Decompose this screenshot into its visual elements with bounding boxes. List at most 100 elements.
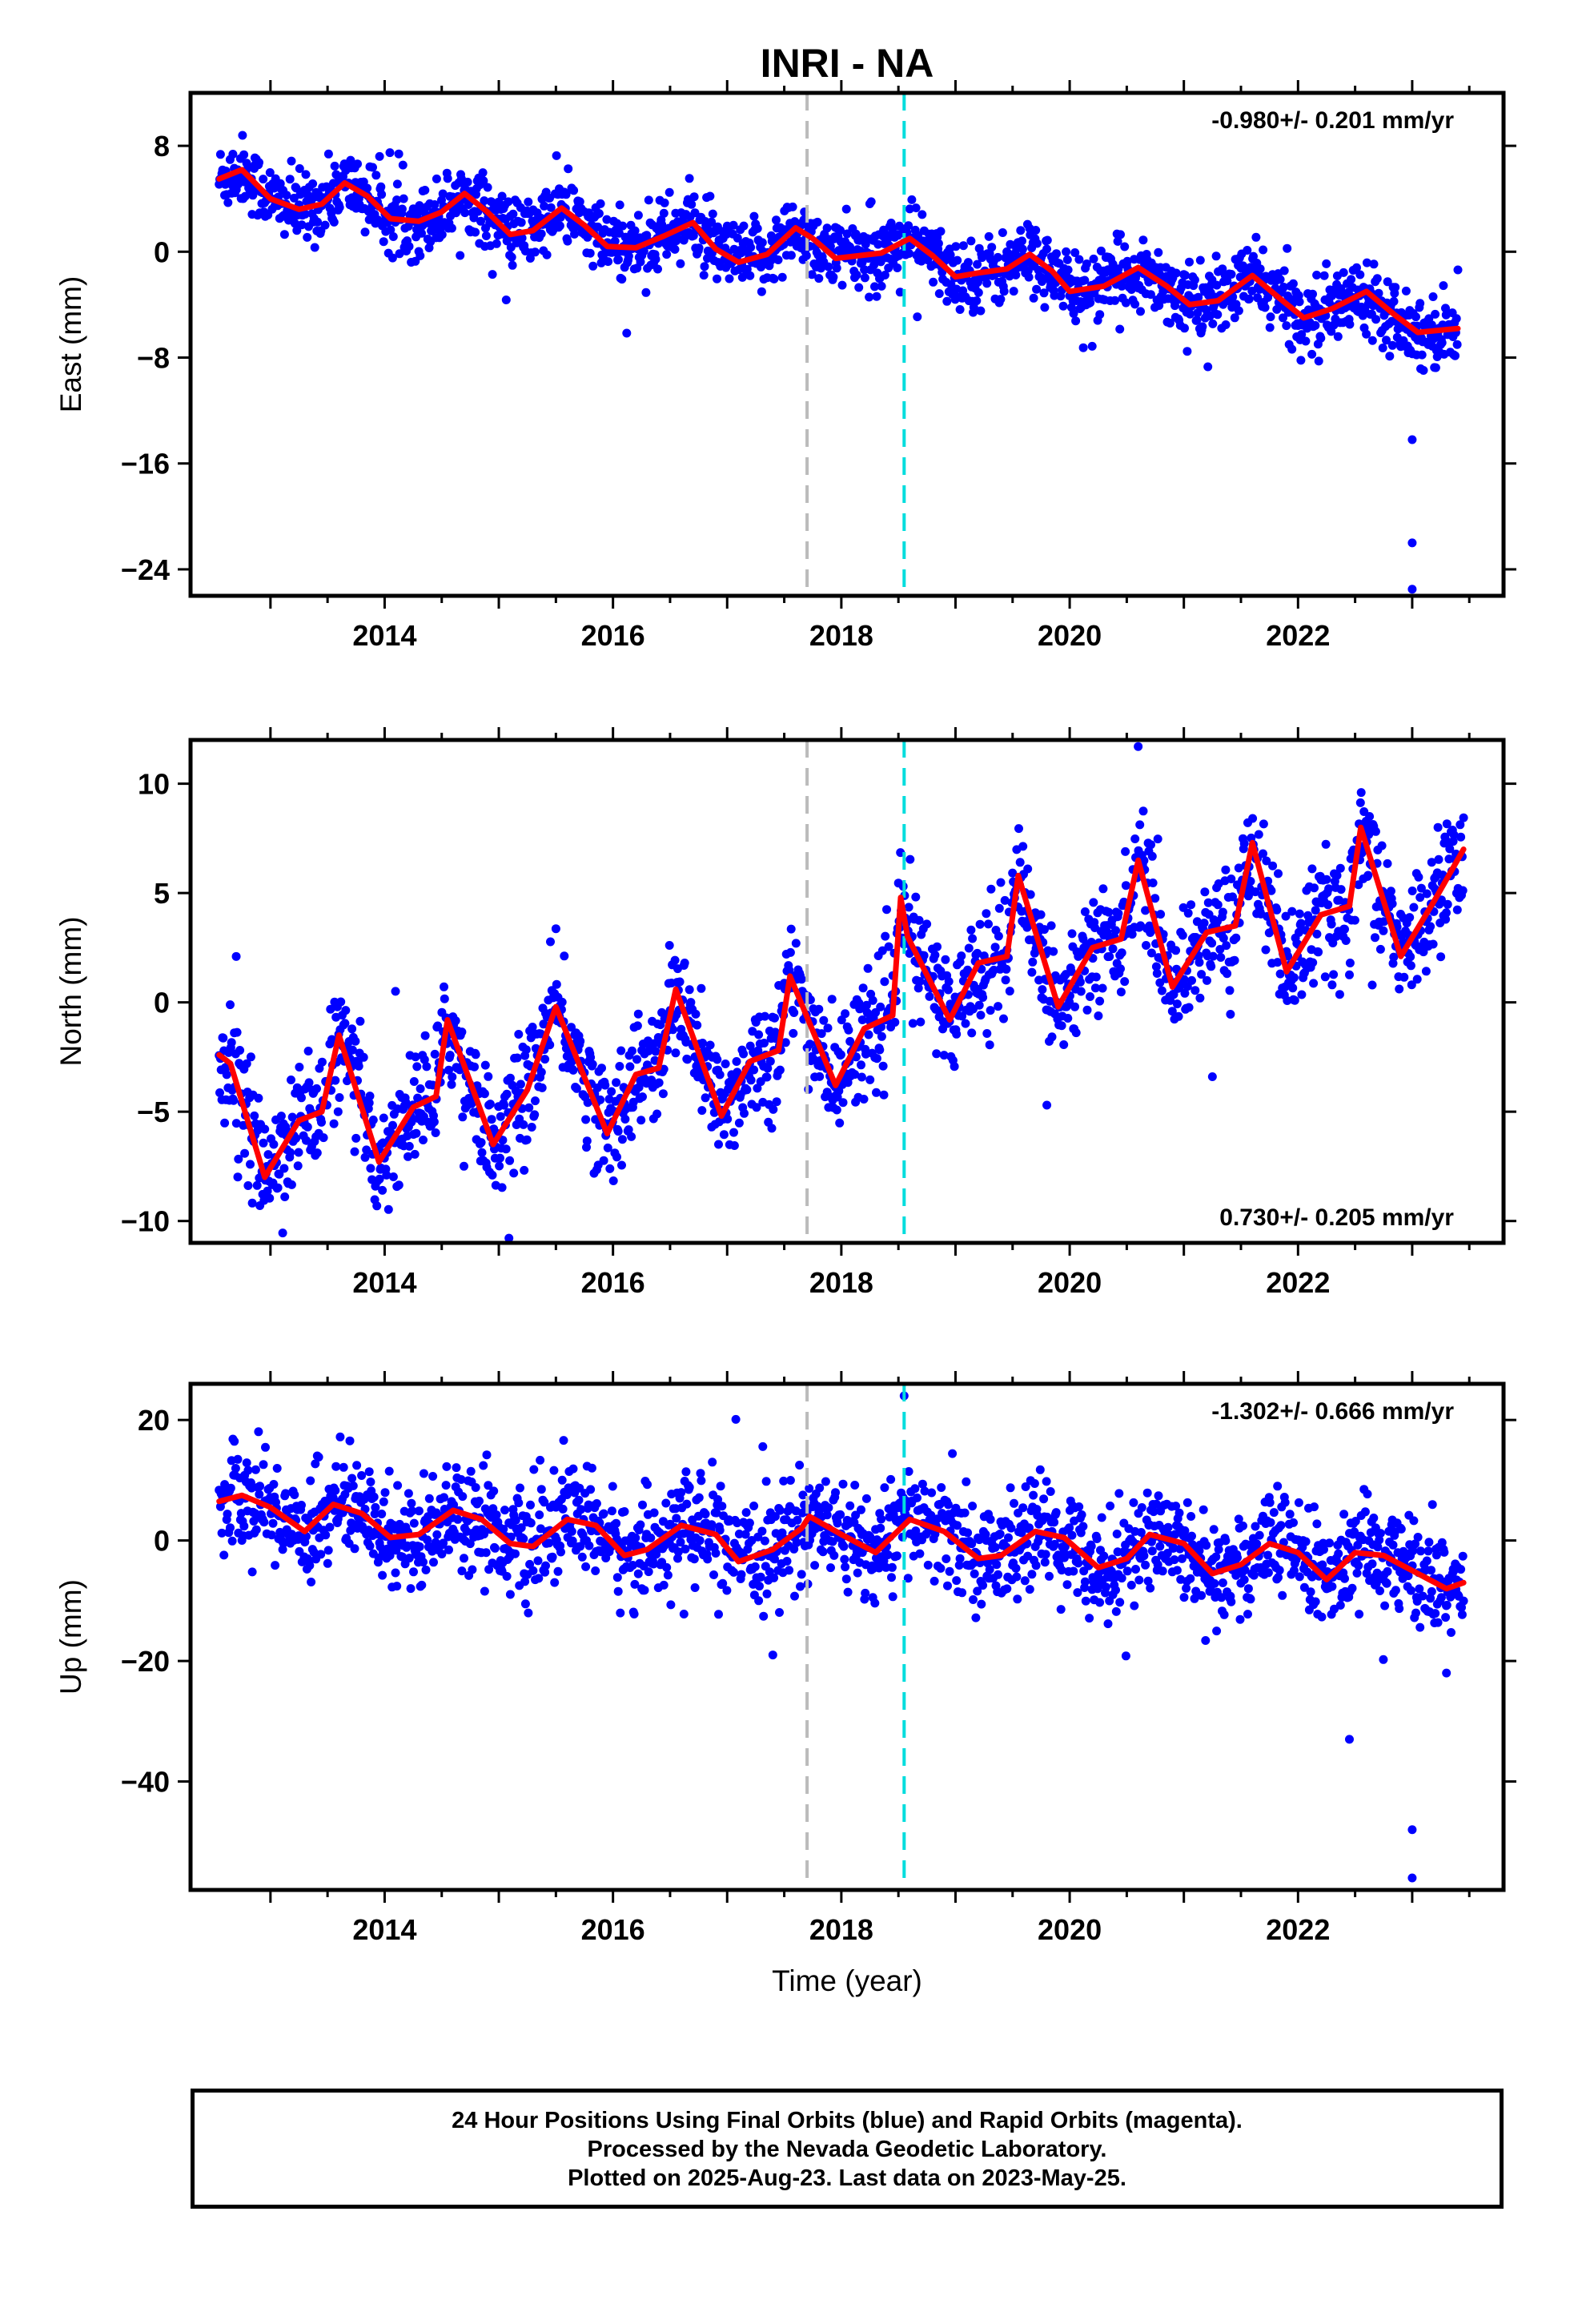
data-point [563, 236, 572, 246]
data-point [1171, 946, 1181, 955]
data-point [1328, 939, 1338, 947]
data-point [1087, 341, 1097, 351]
data-point [480, 196, 489, 206]
data-point [861, 1494, 871, 1503]
data-point [1412, 975, 1422, 984]
data-point [475, 1496, 484, 1506]
data-point [302, 1532, 311, 1541]
data-point [1171, 268, 1181, 278]
data-point [1095, 310, 1105, 320]
data-point [1180, 324, 1189, 333]
data-point [1221, 865, 1231, 875]
data-point [608, 1176, 618, 1185]
data-point [1234, 863, 1243, 873]
data-point [1409, 903, 1419, 912]
data-point [616, 1046, 626, 1055]
data-point [1120, 242, 1130, 251]
data-point [1321, 839, 1331, 849]
data-point [417, 228, 426, 238]
y-tick-label: −16 [121, 448, 170, 480]
data-point [526, 1518, 536, 1528]
data-point [431, 1128, 440, 1137]
data-point [1151, 962, 1161, 971]
data-point [887, 1562, 897, 1572]
data-point [884, 942, 893, 951]
data-point [911, 1526, 921, 1536]
data-point [1015, 858, 1025, 867]
data-point [234, 1154, 243, 1164]
data-point [552, 151, 561, 160]
data-point [893, 263, 902, 272]
data-point [781, 1038, 790, 1047]
data-point [581, 1562, 591, 1571]
data-point [969, 1595, 978, 1604]
data-point [1239, 838, 1249, 848]
data-point [616, 1608, 625, 1618]
data-point [920, 1486, 930, 1496]
data-point [953, 1521, 962, 1530]
data-point [795, 1461, 805, 1470]
data-point [707, 1520, 717, 1530]
data-point [339, 1462, 348, 1472]
data-point [1218, 907, 1227, 917]
data-point [379, 1497, 388, 1506]
data-point [925, 991, 934, 1001]
data-point [308, 179, 318, 188]
data-point [1040, 1558, 1050, 1567]
data-point [254, 1427, 263, 1437]
data-point [857, 1505, 865, 1514]
data-point [658, 1089, 668, 1099]
data-point [546, 937, 555, 947]
data-point [1287, 344, 1297, 354]
data-point [671, 1048, 681, 1058]
data-point [946, 999, 955, 1009]
data-point [377, 190, 387, 199]
data-point [955, 305, 965, 314]
data-point [863, 963, 873, 973]
data-point [962, 1477, 971, 1486]
data-point [533, 1556, 543, 1566]
data-point [226, 1483, 235, 1493]
data-point [540, 201, 549, 211]
data-point [1255, 264, 1265, 274]
data-point [765, 1056, 775, 1066]
data-point [1312, 271, 1322, 279]
data-point [966, 925, 976, 935]
data-point [1030, 1479, 1039, 1488]
data-point [359, 1052, 368, 1062]
data-point [445, 1051, 455, 1060]
data-point [1347, 275, 1356, 284]
data-point [1090, 983, 1100, 993]
data-point [767, 1124, 777, 1133]
data-point [1439, 281, 1448, 291]
data-point [907, 195, 917, 204]
data-point [697, 1476, 706, 1486]
data-point [831, 1488, 840, 1498]
data-point [1114, 909, 1123, 919]
data-point [1153, 834, 1162, 844]
data-point [1452, 340, 1462, 349]
data-point [1316, 333, 1326, 343]
data-point [497, 1183, 507, 1192]
data-point [247, 1198, 257, 1208]
data-point [409, 1077, 419, 1086]
data-point [1195, 958, 1204, 967]
data-point [416, 1084, 425, 1093]
data-point [714, 1140, 723, 1149]
data-point [685, 174, 694, 183]
data-point [1428, 939, 1438, 949]
data-point [1301, 336, 1311, 346]
data-point [832, 263, 841, 273]
data-point [1186, 900, 1196, 910]
data-point [397, 204, 407, 214]
data-point [268, 1518, 278, 1528]
data-point [420, 1055, 429, 1064]
data-point [354, 1061, 363, 1071]
data-point [832, 1105, 841, 1115]
data-point [351, 1036, 360, 1046]
data-point [1199, 919, 1209, 928]
data-point [1279, 266, 1289, 275]
data-point [404, 1489, 413, 1498]
data-point [1080, 275, 1090, 285]
